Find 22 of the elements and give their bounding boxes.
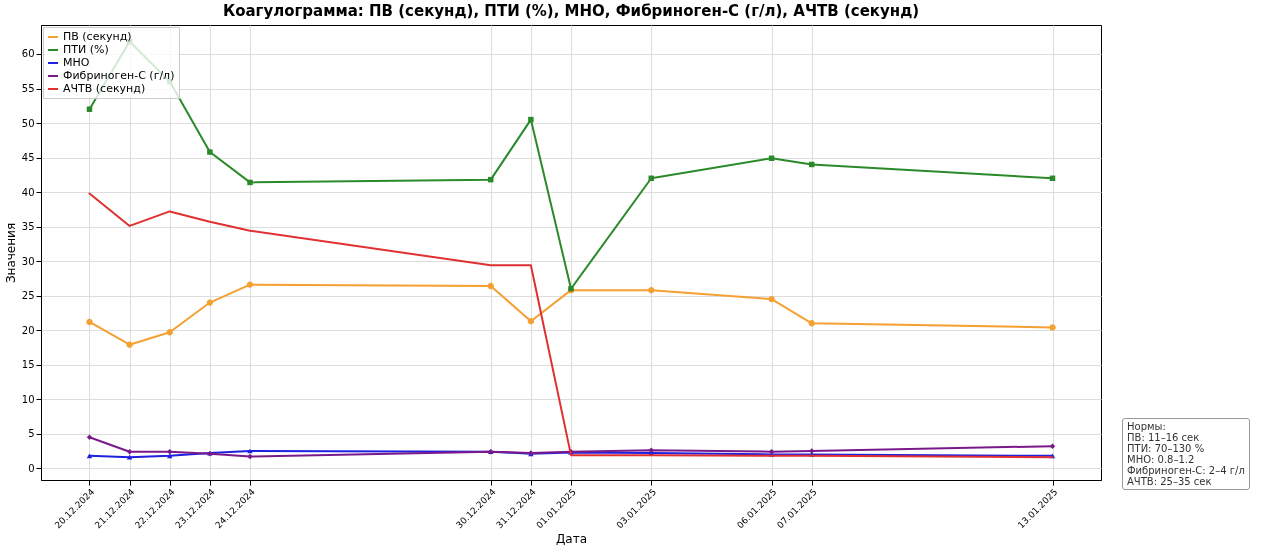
legend-label: МНО — [63, 56, 90, 69]
chart-title: Коагулограмма: ПВ (секунд), ПТИ (%), МНО, Фибриноген-С (г/л), АЧТВ (секунд) — [222, 2, 920, 20]
y-tick-label: 10 — [21, 393, 35, 405]
legend-label: Фибриноген-С (г/л) — [63, 69, 175, 82]
y-tick-label: 0 — [28, 462, 35, 474]
legend-label: ПВ (секунд) — [63, 30, 132, 43]
y-tick-label: 5 — [28, 428, 35, 440]
y-tick-label: 60 — [21, 48, 35, 60]
x-axis-title: Дата — [555, 532, 588, 547]
y-tick-label: 55 — [21, 83, 35, 95]
y-tick-label: 30 — [21, 255, 35, 267]
y-tick-label: 20 — [21, 324, 35, 336]
y-tick-label: 25 — [21, 290, 35, 302]
y-tick-label: 15 — [21, 359, 35, 371]
y-tick-label: 35 — [21, 221, 35, 233]
y-tick-label: 40 — [21, 186, 35, 198]
y-axis-title: Значения — [3, 222, 18, 284]
legend-label: АЧТВ (секунд) — [63, 82, 146, 95]
legend-label: ПТИ (%) — [63, 43, 109, 56]
text: Нормы: ПВ: 11–16 сек ПТИ: 70–130 % МНО: 0.8–1.2 Фибриноген-С: 2–4 г/л АЧТВ: 25–35 сек — [1122, 418, 1250, 490]
y-tick-label: 45 — [21, 152, 35, 164]
y-tick-label: 50 — [21, 117, 35, 129]
